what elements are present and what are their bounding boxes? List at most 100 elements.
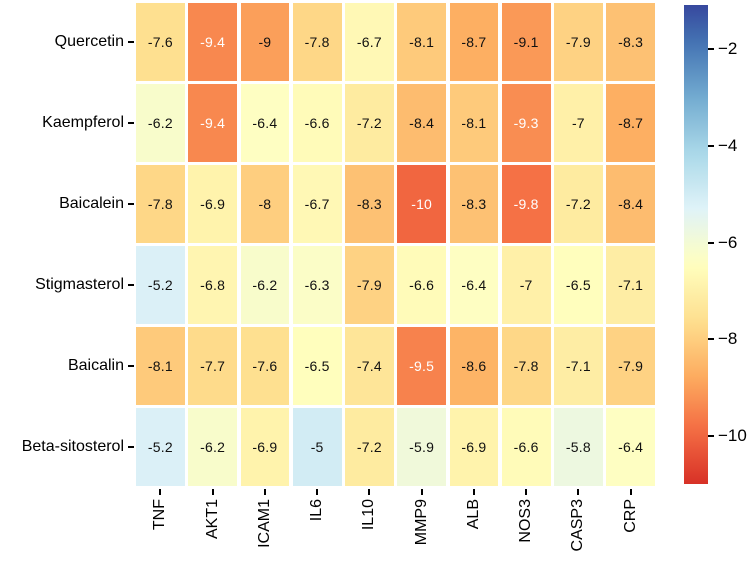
cell-value: -7.8 [513, 358, 539, 374]
cell-value: -8.1 [409, 34, 435, 50]
heatmap-cell: -8.7 [606, 84, 655, 162]
heatmap-cell: -9.8 [501, 165, 551, 243]
heatmap-cell: -7.4 [345, 327, 394, 405]
heatmap-cell: -9.1 [501, 3, 551, 81]
cell-value: -8.1 [147, 358, 173, 374]
heatmap-cell: -7 [501, 246, 551, 324]
cell-value: -6.6 [304, 115, 330, 131]
column-label: IL10 [360, 499, 378, 531]
cell-value: -6.4 [461, 277, 487, 293]
column-label: CASP3 [569, 499, 587, 552]
heatmap-cell: -6.2 [136, 84, 185, 162]
heatmap-cell: -5 [292, 408, 342, 486]
heatmap-cell: -7 [554, 84, 603, 162]
colorbar-tick-label: −10 [718, 425, 747, 445]
x-tick-mark [263, 489, 266, 495]
heatmap-cell: -8.4 [397, 84, 446, 162]
colorbar-tick-mark [708, 338, 714, 341]
cell-value: -7.1 [618, 277, 644, 293]
heatmap-cell: -6.2 [240, 246, 290, 324]
cell-value: -6.9 [252, 439, 278, 455]
column-label: CRP [621, 499, 639, 533]
colorbar-gradient [684, 5, 708, 484]
heatmap-cell: -6.9 [188, 165, 237, 243]
column-label: MMP9 [412, 499, 430, 546]
colorbar-tick-mark [708, 48, 714, 51]
cell-value: -7.1 [565, 358, 591, 374]
cell-value: -9.3 [513, 115, 539, 131]
cell-value: -6.6 [513, 439, 539, 455]
cell-value: -6.6 [409, 277, 435, 293]
heatmap-cell: -6.2 [188, 408, 237, 486]
heatmap-cell: -5.8 [554, 408, 603, 486]
heatmap-cell: -6.4 [449, 246, 499, 324]
cell-value: -7.6 [147, 34, 173, 50]
colorbar-tick-label: −4 [718, 135, 738, 155]
cell-value: -6.9 [200, 196, 226, 212]
x-tick-mark [577, 489, 580, 495]
heatmap-cell: -7.8 [292, 3, 342, 81]
heatmap-cell: -10 [397, 165, 446, 243]
cell-value: -8.7 [461, 34, 487, 50]
heatmap-cell: -6.3 [292, 246, 342, 324]
x-tick-mark [525, 489, 528, 495]
x-tick-mark [316, 489, 319, 495]
heatmap-cell: -8.3 [606, 3, 655, 81]
x-tick-mark [629, 489, 632, 495]
x-tick-mark [368, 489, 371, 495]
row-label: Quercetin [54, 33, 124, 50]
heatmap-cell: -6.6 [292, 84, 342, 162]
heatmap-cell: -9.4 [188, 84, 237, 162]
colorbar-tick-label: −2 [718, 39, 738, 59]
heatmap-cell: -9 [240, 3, 290, 81]
heatmap-cell: -6.4 [240, 84, 290, 162]
heatmap-cell: -6.9 [449, 408, 499, 486]
cell-value: -7.8 [304, 34, 330, 50]
cell-value: -7.6 [252, 358, 278, 374]
cell-value: -9.1 [513, 34, 539, 50]
heatmap-cell: -8.6 [449, 327, 499, 405]
cell-value: -8.3 [356, 196, 382, 212]
column-label: ALB [464, 499, 482, 530]
column-label: TNF [151, 499, 169, 531]
heatmap-cell: -6.9 [240, 408, 290, 486]
heatmap-cell: -7.7 [188, 327, 237, 405]
column-label: ICAM1 [255, 499, 273, 548]
heatmap-cell: -7.1 [606, 246, 655, 324]
y-tick-mark [128, 41, 134, 43]
cell-value: -7 [571, 115, 585, 131]
cell-value: -6.7 [356, 34, 382, 50]
cell-value: -6.5 [304, 358, 330, 374]
cell-value: -8.1 [461, 115, 487, 131]
cell-value: -9.5 [409, 358, 435, 374]
y-tick-mark [128, 122, 134, 124]
cell-value: -5.9 [409, 439, 435, 455]
row-label: Stigmasterol [35, 276, 124, 293]
heatmap-grid: -7.6 -9.4 -9 -7.8 -6.7 -8.1 -8.7 -9.1 -7.9 -8.3 -6… [136, 3, 655, 486]
heatmap-cell: -7.2 [345, 408, 394, 486]
cell-value: -7.7 [200, 358, 226, 374]
cell-value: -6.2 [147, 115, 173, 131]
cell-value: -5.2 [147, 277, 173, 293]
cell-value: -5.8 [565, 439, 591, 455]
cell-value: -7.8 [147, 196, 173, 212]
cell-value: -7 [519, 277, 533, 293]
cell-value: -5.2 [147, 439, 173, 455]
cell-value: -9 [258, 34, 272, 50]
cell-value: -6.4 [618, 439, 644, 455]
heatmap-cell: -7.1 [554, 327, 603, 405]
heatmap-cell: -7.9 [554, 3, 603, 81]
colorbar-tick-label: −8 [718, 329, 738, 349]
cell-value: -6.4 [252, 115, 278, 131]
y-tick-mark [128, 284, 134, 286]
heatmap-cell: -5.2 [136, 246, 185, 324]
x-tick-mark [159, 489, 162, 495]
heatmap-cell: -6.7 [292, 165, 342, 243]
heatmap-cell: -6.7 [345, 3, 394, 81]
cell-value: -8 [258, 196, 272, 212]
cell-value: -7.4 [356, 358, 382, 374]
cell-value: -9.8 [513, 196, 539, 212]
heatmap-cell: -6.4 [606, 408, 655, 486]
heatmap-cell: -7.9 [606, 327, 655, 405]
